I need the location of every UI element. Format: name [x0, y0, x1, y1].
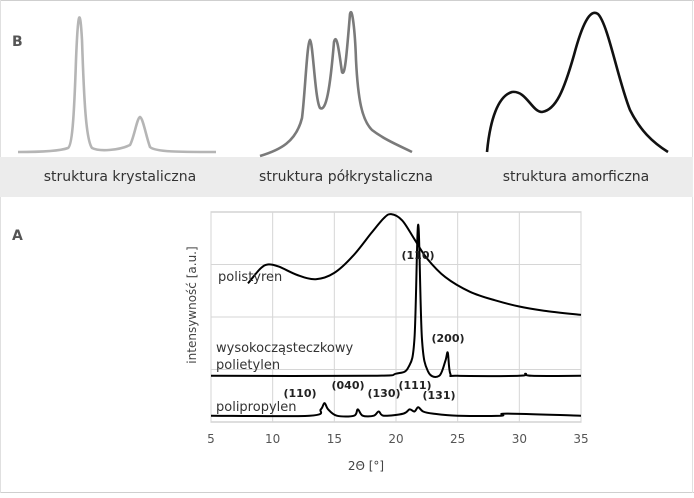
xrd-chart: 5 10 15 20 25 30 35 (110)(200)(110)(040)(130)(… [185, 211, 589, 473]
peak-label: (110) [401, 249, 434, 262]
series-line-polietylen [210, 223, 582, 378]
series-label-polietylen-text-2: polietylen [216, 358, 280, 373]
peak-labels: (110) (200) (110) (040)(130)(111)(131) [283, 249, 464, 402]
x-tick-label: 20 [388, 432, 403, 446]
panel-b-letter: B [12, 34, 23, 50]
semicrystalline-curve [259, 10, 413, 158]
peak-label: (200) [431, 332, 464, 345]
left-border [0, 0, 1, 493]
x-tick-label: 35 [573, 432, 588, 446]
x-tick-label: 5 [207, 432, 215, 446]
panel-a-letter: A [12, 228, 23, 244]
peak-label: (131) [422, 389, 455, 402]
label-crystalline: struktura krystaliczna [43, 169, 197, 185]
series-label-polietylen: wysokocząsteczkowy polietylen [216, 341, 357, 373]
label-semicrystalline: struktura półkrystaliczna [259, 169, 433, 185]
x-tick-label: 15 [327, 432, 342, 446]
structure-label-strip [0, 157, 693, 197]
series-label-polietylen-text: wysokocząsteczkowy [216, 341, 353, 356]
series-label-polistyren: polistyren [218, 270, 282, 285]
series-lines [210, 213, 582, 418]
x-tick-label: 25 [450, 432, 465, 446]
crystalline-curve [17, 16, 217, 154]
x-tick-labels: 5 10 15 20 25 30 35 [207, 432, 588, 446]
series-line-polistyren [247, 213, 582, 316]
x-tick-label: 10 [265, 432, 280, 446]
bottom-border [0, 492, 694, 493]
peak-label: (110) [283, 387, 316, 400]
x-axis-title: 2Θ [°] [348, 459, 384, 473]
peak-label: (111) [398, 379, 431, 392]
label-amorphous: struktura amorficzna [502, 169, 650, 185]
top-border [0, 0, 694, 1]
peak-label: (130) [367, 387, 400, 400]
right-border [692, 0, 693, 493]
amorphous-curve [485, 11, 669, 154]
y-axis-title: intensywność [a.u.] [185, 246, 199, 363]
x-tick-label: 30 [512, 432, 527, 446]
series-label-polipropylen: polipropylen [216, 400, 297, 415]
peak-label: (040) [331, 379, 364, 392]
grid-lines [210, 212, 582, 422]
series-line-polipropylen [210, 402, 582, 418]
